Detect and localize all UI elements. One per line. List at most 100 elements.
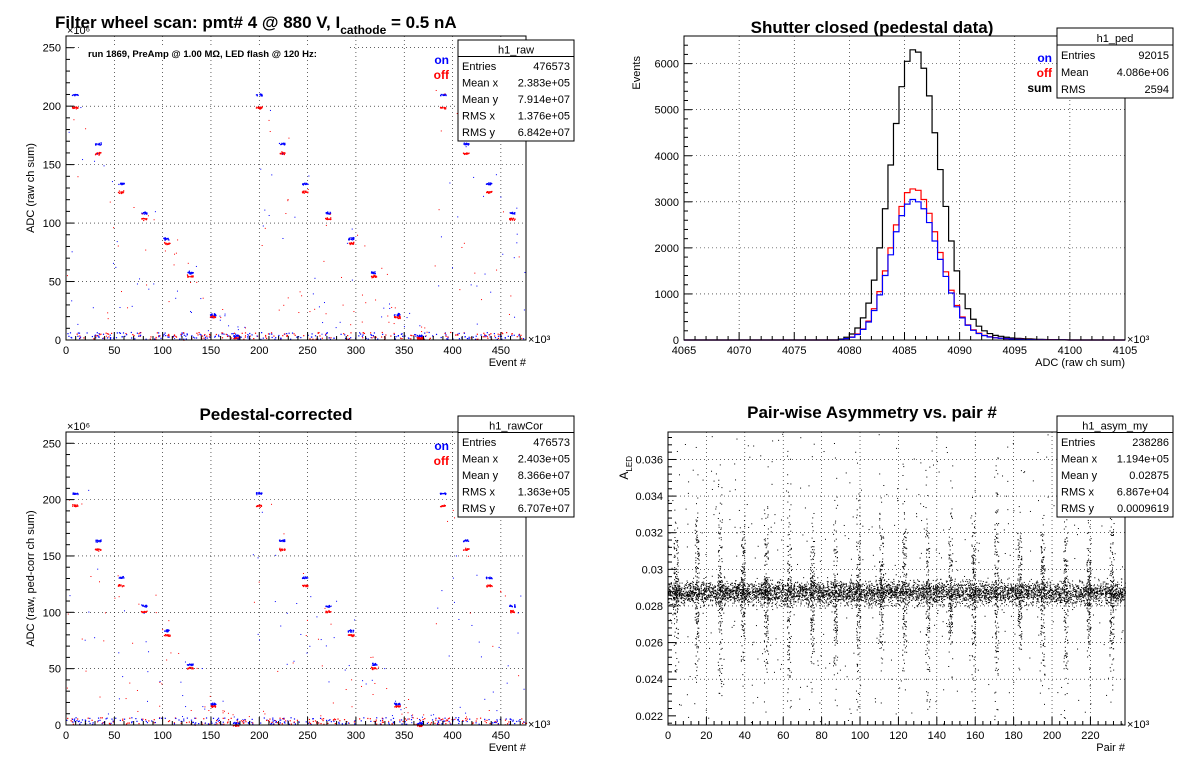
data-point <box>192 272 194 274</box>
data-point <box>812 586 814 588</box>
data-point <box>348 665 350 667</box>
data-point <box>85 670 87 672</box>
data-point <box>1062 599 1064 601</box>
data-point <box>1037 591 1039 593</box>
data-point <box>118 584 120 586</box>
chart-title: Filter wheel scan: pmt# 4 @ 880 V, Icath… <box>55 13 457 37</box>
data-point <box>891 596 893 598</box>
data-point <box>170 652 172 654</box>
data-point <box>260 492 262 494</box>
data-point <box>1062 587 1064 589</box>
data-point <box>973 601 975 603</box>
data-point <box>280 625 282 627</box>
data-point <box>1033 589 1035 591</box>
data-point <box>486 719 488 721</box>
data-point <box>510 612 512 614</box>
data-point <box>330 721 332 723</box>
y-tick-label: 0 <box>55 720 61 732</box>
data-point <box>853 591 855 593</box>
data-point <box>231 333 233 335</box>
data-point <box>148 651 150 653</box>
data-point <box>1039 591 1041 593</box>
data-point <box>900 591 902 593</box>
data-point <box>723 590 725 592</box>
data-point <box>962 591 964 593</box>
data-point <box>282 540 284 543</box>
data-point <box>765 590 767 592</box>
data-point <box>72 723 74 725</box>
data-point <box>325 313 327 315</box>
data-point <box>215 721 217 724</box>
data-point <box>97 152 99 154</box>
data-point <box>385 334 387 336</box>
data-point <box>936 578 938 580</box>
data-point <box>421 722 423 724</box>
data-point <box>372 662 374 664</box>
data-point <box>1117 590 1119 592</box>
data-point <box>708 595 710 597</box>
data-point <box>173 723 176 725</box>
data-point <box>100 142 102 144</box>
data-point <box>256 494 258 496</box>
data-point <box>281 548 283 550</box>
data-point <box>350 332 352 334</box>
data-point <box>100 333 102 335</box>
stats-key: RMS y <box>462 503 496 515</box>
data-point <box>101 717 103 719</box>
data-point <box>840 588 842 590</box>
data-point <box>444 493 447 495</box>
data-point <box>974 595 976 597</box>
data-point <box>224 315 226 317</box>
data-point <box>898 592 900 594</box>
data-point <box>484 334 486 336</box>
data-point <box>158 336 160 338</box>
data-point <box>100 144 102 146</box>
data-point <box>166 635 168 637</box>
x-tick-label: 4105 <box>1113 345 1137 357</box>
data-point <box>102 333 105 335</box>
data-point <box>1030 595 1032 597</box>
data-point <box>1023 587 1025 589</box>
data-point <box>235 723 237 725</box>
data-point <box>501 338 503 340</box>
data-point <box>1031 591 1033 593</box>
stats-value: 7.914e+07 <box>518 94 570 106</box>
data-point <box>442 505 444 508</box>
data-point <box>1047 596 1049 598</box>
data-point <box>869 598 871 600</box>
data-point <box>893 580 895 582</box>
data-point <box>234 333 237 335</box>
data-point <box>786 598 788 600</box>
data-point <box>251 334 253 336</box>
data-point <box>107 318 109 320</box>
data-point <box>752 604 754 606</box>
data-point <box>286 612 288 614</box>
data-point <box>244 335 246 337</box>
data-point <box>792 599 794 601</box>
data-point <box>222 332 224 334</box>
data-point <box>895 603 897 605</box>
data-point <box>839 589 841 591</box>
data-point <box>873 588 875 590</box>
data-point <box>771 590 773 592</box>
data-point <box>294 216 296 218</box>
data-point <box>772 579 774 581</box>
data-point <box>1071 583 1073 585</box>
data-point <box>754 581 756 583</box>
legend-off: off <box>434 68 450 82</box>
data-point <box>210 316 212 319</box>
data-point <box>476 718 478 720</box>
data-point <box>326 332 329 334</box>
data-point <box>1114 589 1116 591</box>
data-point <box>747 588 749 590</box>
data-point <box>124 335 126 337</box>
data-point <box>1040 596 1042 598</box>
data-point <box>328 609 330 612</box>
data-point <box>839 599 841 601</box>
data-point <box>837 587 839 589</box>
data-point <box>444 93 446 95</box>
data-point <box>406 317 408 319</box>
data-point <box>386 688 388 690</box>
data-point <box>467 153 469 155</box>
data-point <box>188 270 191 272</box>
